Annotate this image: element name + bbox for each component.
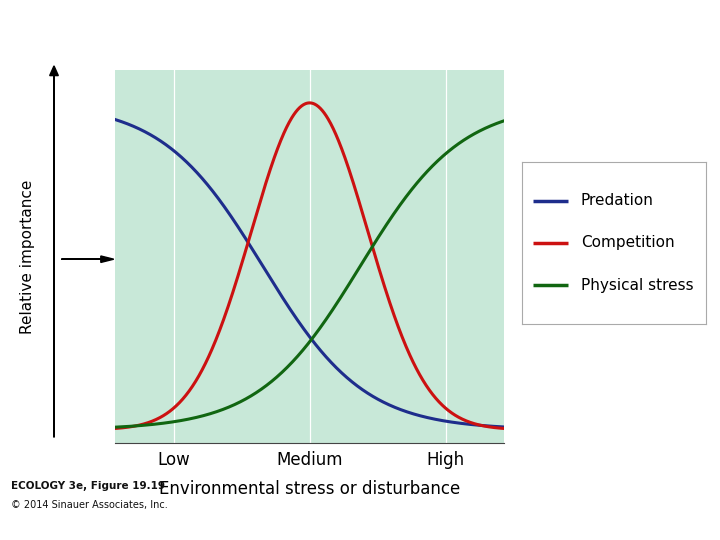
Text: ECOLOGY 3e, Figure 19.19: ECOLOGY 3e, Figure 19.19: [11, 481, 165, 491]
Text: Figure 19.19  The Menge–Sutherland Model: Figure 19.19 The Menge–Sutherland Model: [6, 12, 323, 27]
Text: Relative importance: Relative importance: [20, 179, 35, 334]
Text: Predation: Predation: [581, 193, 654, 208]
X-axis label: Environmental stress or disturbance: Environmental stress or disturbance: [159, 480, 460, 498]
Text: Physical stress: Physical stress: [581, 278, 693, 293]
Text: © 2014 Sinauer Associates, Inc.: © 2014 Sinauer Associates, Inc.: [11, 500, 168, 510]
Text: Competition: Competition: [581, 235, 675, 251]
